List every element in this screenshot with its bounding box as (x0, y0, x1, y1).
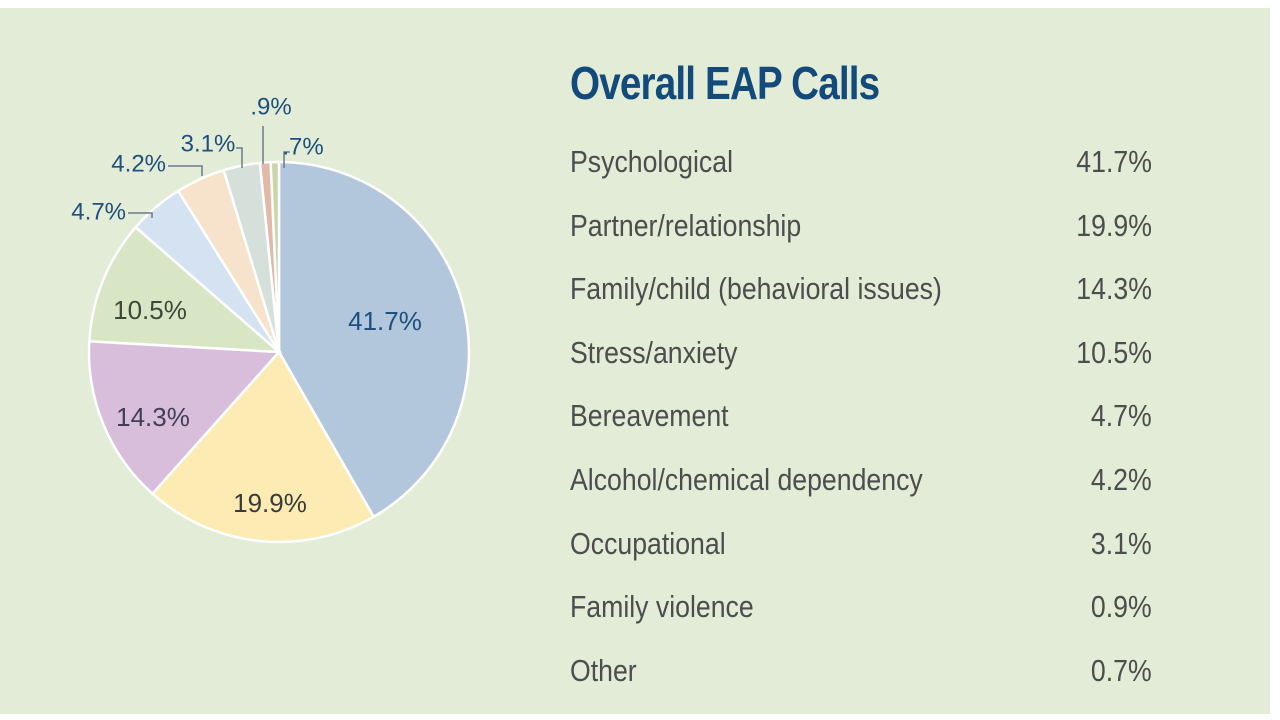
leader-line-bereavement (128, 212, 153, 218)
legend-label: Bereavement (570, 398, 729, 434)
legend-label: Family violence (570, 589, 754, 625)
pie-slice-family-child-behavioral-issues (87, 339, 282, 496)
leader-line-alcohol-chemical-dependency (168, 165, 203, 176)
legend-label: Other (570, 652, 637, 688)
legend-label: Stress/anxiety (570, 334, 738, 370)
legend-row-psychological: Psychological 41.7% (570, 134, 1152, 198)
legend-label: Occupational (570, 525, 726, 561)
legend-row-family-violence: Family violence 0.9% (570, 579, 1152, 643)
pie-label-bereavement: 4.7% (71, 198, 126, 225)
legend-value: 10.5% (1076, 334, 1152, 370)
legend: Psychological 41.7% Partner/relationship… (570, 134, 1152, 706)
legend-row-bereavement: Bereavement 4.7% (570, 388, 1152, 452)
pie-slice-stress-anxiety (87, 225, 283, 354)
pie-label-psychological: 41.7% (348, 306, 422, 336)
pie-chart: 41.7% 19.9% 14.3% 10.5% 4.7% 4.2% 3.1% .9% .7% (71, 93, 471, 544)
legend-value: 0.9% (1091, 589, 1152, 625)
pie-label-alcohol-chemical-dependency: 4.2% (111, 150, 166, 177)
legend-value: 14.3% (1076, 271, 1152, 307)
chart-title: Overall EAP Calls (570, 57, 880, 109)
legend-row-family-child: Family/child (behavioral issues) 14.3% (570, 261, 1152, 325)
pie-label-occupational: 3.1% (181, 130, 236, 157)
legend-label: Alcohol/chemical dependency (570, 461, 923, 497)
legend-label: Family/child (behavioral issues) (570, 271, 942, 307)
pie-label-other: .7% (282, 133, 323, 160)
legend-value: 3.1% (1091, 525, 1152, 561)
legend-value: 4.7% (1091, 398, 1152, 434)
pie-slice-psychological (277, 160, 471, 519)
pie-label-family-violence: .9% (250, 93, 291, 120)
legend-value: 4.2% (1091, 461, 1152, 497)
pie-label-partner-relationship: 19.9% (233, 488, 307, 518)
legend-value: 19.9% (1076, 207, 1152, 243)
pie-label-stress-anxiety: 10.5% (113, 295, 187, 325)
legend-value: 0.7% (1091, 652, 1152, 688)
pie-slice-other (269, 160, 281, 353)
legend-row-occupational: Occupational 3.1% (570, 516, 1152, 580)
leader-line-occupational (236, 147, 243, 168)
legend-label: Partner/relationship (570, 207, 802, 243)
legend-label: Psychological (570, 144, 734, 179)
leader-line-other (283, 151, 290, 168)
legend-row-stress-anxiety: Stress/anxiety 10.5% (570, 325, 1152, 389)
legend-value: 41.7% (1076, 144, 1152, 179)
legend-row-partner-relationship: Partner/relationship 19.9% (570, 198, 1152, 262)
legend-row-other: Other 0.7% (570, 643, 1152, 707)
legend-row-alcohol-chemical: Alcohol/chemical dependency 4.2% (570, 452, 1152, 516)
chart-panel: 41.7% 19.9% 14.3% 10.5% 4.7% 4.2% 3.1% .9% .7% O… (0, 8, 1270, 714)
pie-label-family-child-behavioral-issues: 14.3% (116, 402, 190, 432)
pie-slice-partner-relationship (150, 349, 376, 544)
